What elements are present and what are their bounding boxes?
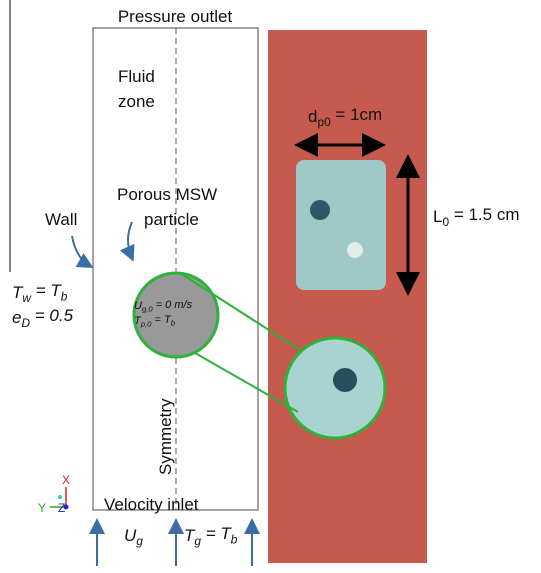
axis-label: Y [38, 501, 46, 515]
text-run: = 1.5 cm [449, 205, 519, 224]
subscript: p0 [317, 115, 331, 129]
subscript: b [171, 319, 176, 328]
sphere-sample [285, 338, 385, 438]
text-run: = 1cm [331, 105, 383, 124]
formula-label: L0 = 1.5 cm [433, 205, 519, 229]
text-run: U [124, 526, 137, 545]
boundary-label: Pressure outlet [118, 7, 233, 26]
text-run: = T [151, 314, 172, 326]
diagram: X Y Z Pressure outlet Fluid zone Porous … [0, 0, 541, 573]
formula-label: eD = 0.5 [12, 306, 74, 330]
axis-label: X [62, 473, 70, 487]
subscript: g [136, 534, 143, 548]
symmetry-label: Symmetry [156, 398, 175, 475]
particle-label: particle [144, 210, 199, 229]
formula-label: Tg = Tb [184, 524, 238, 548]
zone-label: zone [118, 92, 155, 111]
text-run: = 0.5 [30, 306, 74, 325]
particle [134, 273, 218, 357]
text-run: e [12, 308, 21, 327]
zone-label: Fluid [118, 67, 155, 86]
text-run: = T [31, 281, 62, 300]
text-run: = T [201, 524, 232, 543]
cube-sample [296, 160, 386, 290]
text-run: L [433, 207, 442, 226]
formula-label: Ug [124, 526, 143, 548]
text-run: U [134, 300, 142, 312]
wall-label: Wall [45, 210, 77, 229]
text-run: d [308, 107, 317, 126]
subscript: b [61, 289, 68, 303]
particle-label: Porous MSW [117, 185, 217, 204]
formula-label: Tw = Tb [12, 281, 68, 305]
pointer-arrow [72, 236, 90, 266]
texture [333, 368, 357, 392]
pointer-arrow [128, 222, 132, 258]
texture [347, 242, 363, 258]
boundary-label: Velocity inlet [104, 495, 199, 514]
subscript: b [231, 532, 238, 546]
texture [310, 200, 330, 220]
text-run: = 0 m/s [153, 299, 193, 311]
subscript: p,0 [140, 320, 152, 329]
subscript: g,0 [142, 305, 153, 314]
axis-label: Z [58, 501, 65, 515]
axis-marker [58, 495, 62, 499]
